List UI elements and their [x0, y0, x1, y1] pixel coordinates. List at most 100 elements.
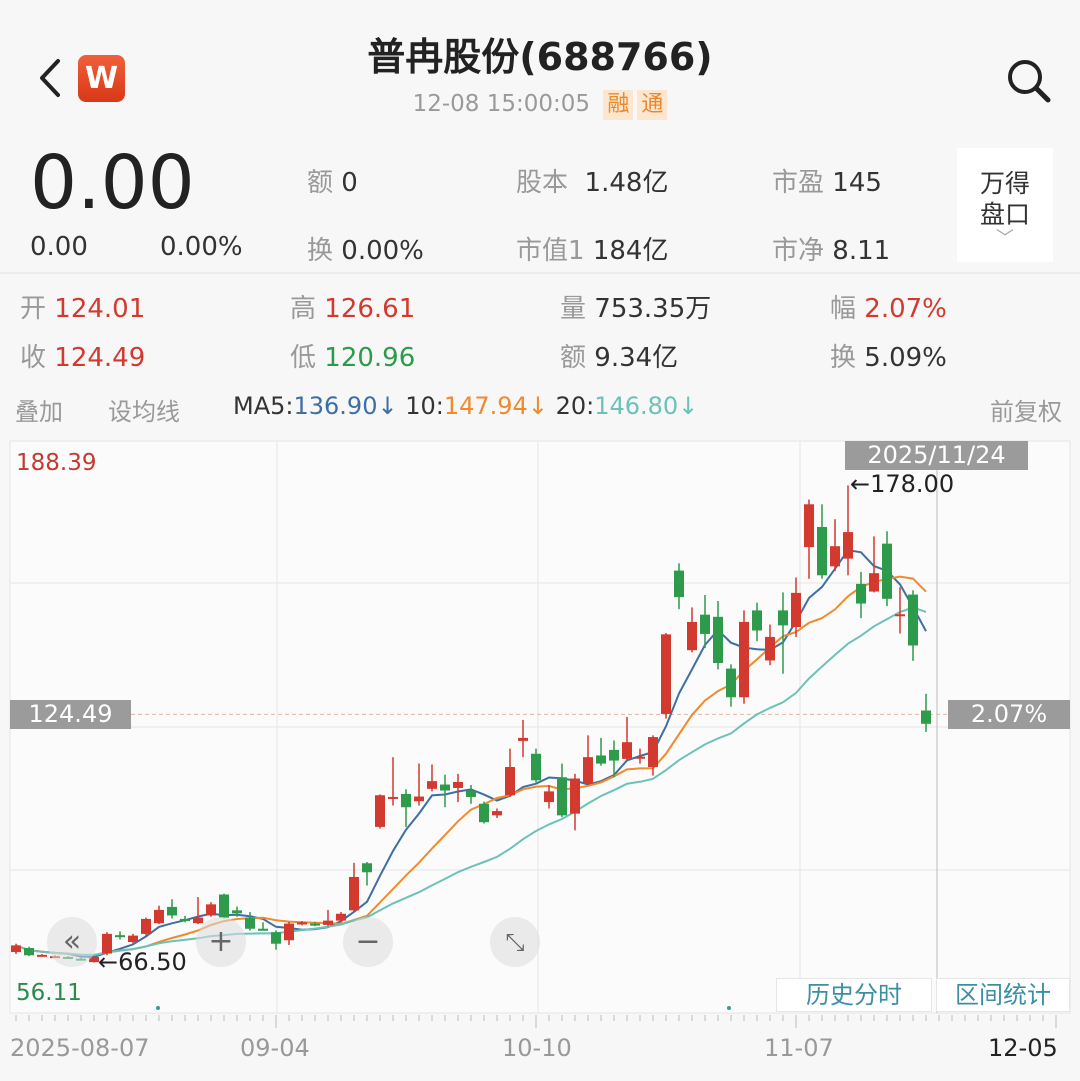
candle-body	[180, 918, 190, 922]
low-annotation: ←66.50	[98, 948, 187, 976]
x-tick-label: 09-04	[240, 1034, 310, 1062]
candle-body	[661, 634, 671, 714]
high-annotation: ←178.00	[850, 470, 955, 498]
history-intraday-button[interactable]: 历史分时	[776, 978, 932, 1012]
candle-body	[453, 781, 463, 788]
candle-body	[843, 532, 853, 559]
candle-body	[713, 616, 723, 664]
candle-body	[583, 757, 593, 784]
candle-body	[622, 742, 632, 759]
candle-body	[323, 920, 333, 925]
stat-amount: 额 0	[307, 168, 358, 198]
candle-body	[752, 610, 762, 631]
divider	[0, 272, 1080, 274]
candle-body	[89, 956, 99, 963]
candle-body	[856, 583, 866, 604]
candle-body	[895, 614, 905, 617]
margin-badge: 融	[603, 90, 634, 120]
detail-label: 额	[560, 343, 587, 373]
candle-body	[115, 935, 125, 938]
candle-body	[544, 791, 554, 803]
candle-body	[258, 928, 268, 931]
candle-body	[336, 913, 346, 921]
last-price: 0.00	[30, 140, 195, 226]
detail-item: 低 120.96	[290, 337, 415, 374]
detail-value: 126.61	[324, 294, 416, 324]
candle-body	[830, 546, 840, 567]
candle-body	[271, 932, 281, 944]
detail-item: 换 5.09%	[830, 337, 947, 374]
page-title: 普冉股份(688766)	[367, 35, 713, 79]
timestamp: 12-08 15:00:05	[412, 91, 591, 117]
y-min-label: 56.11	[16, 980, 82, 1006]
detail-value: 120.96	[324, 343, 416, 373]
detail-item: 开 124.01	[20, 288, 145, 325]
adjust-button[interactable]: 前复权	[990, 398, 1062, 426]
set-ma-button[interactable]: 设均线	[108, 398, 180, 426]
fullscreen-button[interactable]: ⤡	[490, 917, 540, 967]
x-tick-label: 10-10	[502, 1034, 572, 1062]
range-stats-button[interactable]: 区间统计	[936, 978, 1070, 1012]
detail-label: 收	[20, 343, 47, 373]
candle-body	[349, 876, 359, 911]
subtitle: 12-08 15:00:05 融通	[0, 90, 1080, 120]
candle-body	[102, 933, 112, 954]
detail-item: 收 124.49	[20, 337, 145, 374]
x-tick-label: 2025-08-07	[10, 1034, 150, 1062]
candle-body	[765, 636, 775, 661]
search-icon[interactable]	[1004, 56, 1052, 104]
candle-body	[427, 781, 437, 789]
y-max-label: 188.39	[16, 450, 97, 476]
wind-logo: W	[78, 55, 125, 102]
plus-icon: +	[208, 924, 234, 959]
scroll-left-button[interactable]: «	[47, 917, 97, 967]
stat-turnover: 换 0.00%	[307, 236, 424, 266]
detail-label: 开	[20, 294, 47, 324]
candle-body	[596, 755, 606, 764]
candle-body	[310, 923, 320, 926]
detail-value: 9.34亿	[594, 343, 679, 373]
wind-orderbook-button[interactable]: 万得 盘口 ﹀	[957, 148, 1053, 262]
candle-body	[492, 811, 502, 816]
crosshair-date-tag: 2025/11/24	[845, 441, 1028, 470]
candle-body	[284, 923, 294, 941]
x-tick-label: 12-05	[988, 1034, 1058, 1062]
candle-body	[232, 910, 242, 914]
ma-legend: MA5:136.90↓ 10:147.94↓ 20:146.80↓	[233, 392, 699, 420]
chevron-down-icon: ﹀	[996, 228, 1014, 249]
candle-body	[414, 796, 424, 802]
double-chevron-left-icon: «	[62, 924, 82, 959]
candle-body	[479, 803, 489, 823]
zoom-in-button[interactable]: +	[196, 917, 246, 967]
candle-body	[518, 737, 528, 741]
detail-item: 额 9.34亿	[560, 337, 678, 374]
candle-body	[219, 894, 229, 918]
price-change-pct: 0.00%	[160, 232, 243, 262]
candle-body	[401, 793, 411, 808]
zoom-out-button[interactable]: −	[343, 917, 393, 967]
candle-body	[440, 784, 450, 791]
overlay-button[interactable]: 叠加	[15, 398, 63, 426]
candle-body	[193, 917, 203, 924]
candle-body	[362, 863, 372, 873]
detail-value: 5.09%	[864, 343, 947, 373]
connect-badge: 通	[637, 90, 668, 120]
candle-body	[375, 795, 385, 827]
candle-body	[388, 796, 398, 799]
candle-body	[466, 790, 476, 797]
candle-body	[609, 749, 619, 761]
back-chevron-icon[interactable]	[30, 55, 70, 101]
minus-icon: −	[355, 924, 381, 959]
current-price-tag: 124.49	[10, 700, 131, 729]
candle-body	[11, 945, 21, 953]
candle-body	[167, 906, 177, 916]
candle-body	[674, 570, 684, 598]
candle-body	[739, 621, 749, 698]
detail-value: 124.49	[54, 343, 146, 373]
candle-body	[687, 621, 697, 651]
stat-shares: 股本 1.48亿	[516, 168, 669, 198]
detail-item: 量 753.35万	[560, 288, 711, 325]
candle-body	[700, 614, 710, 634]
event-dot	[727, 1006, 731, 1010]
